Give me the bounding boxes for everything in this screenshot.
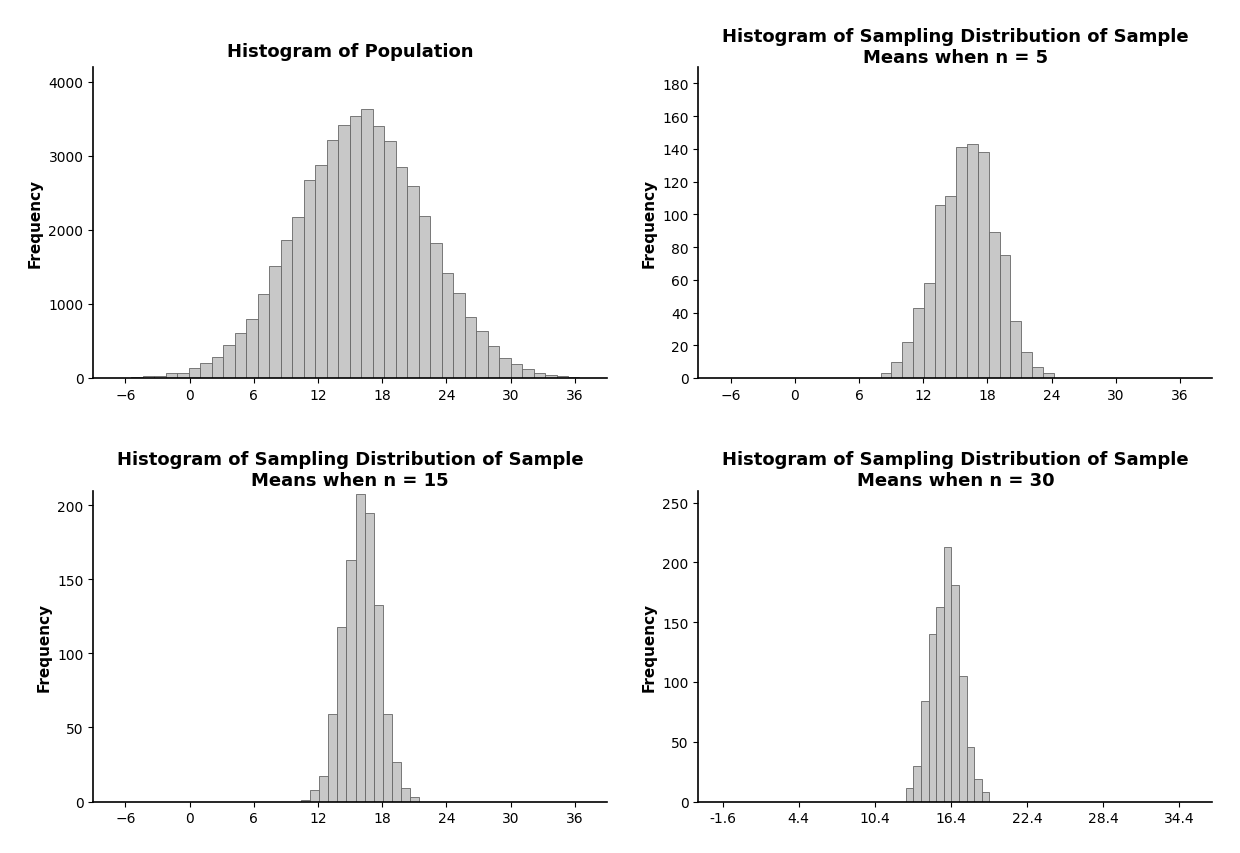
Bar [951,585,959,802]
Bar [936,607,944,802]
Title: Histogram of Population: Histogram of Population [227,43,474,61]
Bar [999,256,1011,379]
Bar [1022,352,1032,379]
Bar [905,788,914,802]
Y-axis label: Frequency: Frequency [642,602,657,691]
Bar [892,363,903,379]
Bar [924,284,935,379]
Bar [383,714,392,802]
Bar [1032,367,1043,379]
Bar [392,762,401,802]
Bar [166,374,177,379]
Bar [967,746,975,802]
Bar [212,358,223,379]
Bar [441,273,453,379]
Bar [315,165,326,379]
Bar [320,776,329,802]
Bar [384,142,396,379]
Bar [465,318,476,379]
Bar [293,218,304,379]
Bar [967,145,978,379]
Bar [498,358,511,379]
Bar [304,181,315,379]
Bar [223,345,234,379]
Bar [903,343,913,379]
Bar [945,197,956,379]
Bar [1043,374,1054,379]
Bar [880,374,892,379]
Bar [356,494,365,802]
Bar [301,800,310,802]
Bar [234,334,247,379]
Bar [921,701,929,802]
Bar [188,368,201,379]
Bar [339,126,350,379]
Bar [487,347,498,379]
Bar [326,141,339,379]
Bar [177,374,188,379]
Bar [430,244,441,379]
Bar [944,548,951,802]
Bar [557,376,568,379]
Bar [1011,322,1022,379]
Y-axis label: Frequency: Frequency [27,179,42,268]
Bar [201,364,212,379]
Bar [913,308,924,379]
Bar [975,779,982,802]
Bar [533,373,546,379]
Bar [155,377,166,379]
Bar [959,676,967,802]
Title: Histogram of Sampling Distribution of Sample
Means when n = 30: Histogram of Sampling Distribution of Sa… [722,450,1189,490]
Bar [914,766,921,802]
Bar [337,627,346,802]
Bar [373,127,384,379]
Bar [476,332,487,379]
Bar [522,370,533,379]
Bar [365,514,373,802]
Y-axis label: Frequency: Frequency [36,602,52,691]
Bar [269,266,280,379]
Bar [568,378,579,379]
Bar [453,293,465,379]
Bar [350,117,361,379]
Bar [419,217,430,379]
Bar [143,377,155,379]
Bar [310,790,320,802]
Title: Histogram of Sampling Distribution of Sample
Means when n = 15: Histogram of Sampling Distribution of Sa… [117,450,583,490]
Bar [258,294,269,379]
Bar [373,605,383,802]
Bar [346,560,356,802]
Bar [280,241,293,379]
Bar [956,148,967,379]
Bar [929,635,936,802]
Bar [329,714,337,802]
Bar [247,319,258,379]
Bar [396,168,407,379]
Bar [409,797,419,802]
Y-axis label: Frequency: Frequency [641,179,657,268]
Title: Histogram of Sampling Distribution of Sample
Means when n = 5: Histogram of Sampling Distribution of Sa… [722,28,1189,67]
Bar [511,364,522,379]
Bar [982,792,990,802]
Bar [401,788,409,802]
Bar [988,233,999,379]
Bar [361,109,373,379]
Bar [546,375,557,379]
Bar [407,187,419,379]
Bar [978,153,988,379]
Bar [935,206,945,379]
